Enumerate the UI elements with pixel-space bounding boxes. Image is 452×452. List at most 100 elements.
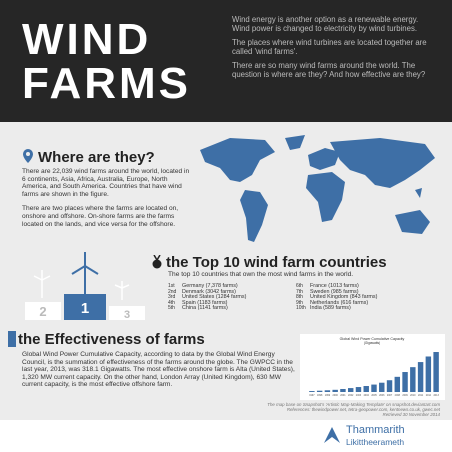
x-tick-label: 2002 <box>348 394 354 397</box>
bar <box>347 388 354 392</box>
x-tick-label: 2001 <box>340 394 346 397</box>
country: United Kingdom (843 farms) <box>310 294 378 301</box>
medal-icon <box>152 255 162 269</box>
x-tick-label: 1999 <box>325 394 331 397</box>
x-tick-label: 2008 <box>395 394 401 397</box>
bar <box>324 390 331 392</box>
country-item: 10th India (589 farms) <box>296 305 351 312</box>
bar <box>371 384 377 392</box>
credit-line: The map base on Snapshot's 'Artistic Map… <box>267 402 440 407</box>
bar <box>316 390 323 392</box>
paragraph: There are two places where the farms are… <box>22 205 179 228</box>
intro-paragraph: Wind energy is another option as a renew… <box>232 15 419 33</box>
x-tick-label: 1998 <box>317 394 323 397</box>
bar <box>394 376 401 392</box>
bar <box>402 372 408 392</box>
rank: 3rd <box>168 294 176 301</box>
header-band <box>0 0 452 122</box>
bar <box>417 362 424 392</box>
rank: 1st <box>168 283 175 289</box>
x-tick-label: 2007 <box>387 394 393 397</box>
podium-label: 1 <box>81 300 89 317</box>
country-item: 2nd Denmark (3042 farms) <box>168 289 236 296</box>
country: Netherlands (616 farms) <box>310 299 369 306</box>
rank: 5th <box>168 305 175 312</box>
rank: 6th <box>296 283 303 289</box>
credit-line: References: thewindpower.net, tetra-geop… <box>286 407 440 413</box>
world-map <box>200 135 435 242</box>
title-line: FARMS <box>22 59 191 108</box>
country-item: 3rd United States (1284 farms) <box>168 294 246 301</box>
logo <box>324 427 340 443</box>
country-list: 1st Germany (7,378 farms) 2nd Denmark (3042… <box>168 283 448 323</box>
bar <box>340 388 346 392</box>
credit-line: Retrieved 30 November 2014 <box>382 412 440 418</box>
country: Sweden (985 farms) <box>310 288 359 295</box>
country: Germany (7,378 farms) <box>182 283 238 289</box>
country-item: 1st Germany (7,378 farms) <box>168 283 238 290</box>
rank: 7th <box>296 288 303 295</box>
country-item: 9th Netherlands (616 farms) <box>296 300 368 307</box>
section-heading: the Effectiveness of farms <box>18 331 205 348</box>
x-tick-label: 2011 <box>418 394 424 397</box>
x-tick-label: 1997 <box>309 394 315 397</box>
x-tick-label: 2004 <box>364 394 370 397</box>
country: Spain (1183 farms) <box>182 299 228 306</box>
x-tick-label: 2000 <box>333 394 339 397</box>
chart-subtitle: (Gigawatts) <box>364 341 380 345</box>
rank: 4th <box>168 299 175 306</box>
section-heading: Where are they? <box>38 149 155 166</box>
intro: Wind energy is another option as a renew… <box>232 15 432 86</box>
x-tick-label: 2012 <box>426 394 432 397</box>
country: Denmark (3042 farms) <box>182 288 236 295</box>
podium: 2 1 3 <box>25 252 145 321</box>
country: China (1141 farms) <box>182 305 228 312</box>
bar <box>379 382 385 392</box>
country-item: 5th China (1141 farms) <box>168 305 228 312</box>
paragraph: There are 22,039 wind farms around the w… <box>22 168 190 198</box>
author: Likittheerameth <box>346 437 405 447</box>
chart-title: Global Wind Power Cumulative Capacity <box>340 337 405 341</box>
country-item: 4th Spain (1183 farms) <box>168 300 227 307</box>
credits: The map base on Snapshot's 'Artistic Map… <box>200 402 440 418</box>
x-tick-label: 2010 <box>410 394 416 397</box>
bar <box>363 386 369 392</box>
x-tick-label: 2003 <box>356 394 362 397</box>
x-tick-label: 2013 <box>433 394 439 397</box>
title-line: WIND <box>22 15 152 64</box>
podium-label: 2 <box>39 304 46 319</box>
rank: 8th <box>296 294 303 301</box>
country: India (589 farms) <box>310 305 351 312</box>
rank: 9th <box>296 299 303 306</box>
podium-label: 3 <box>124 309 130 321</box>
bar <box>355 387 362 392</box>
where-text: There are 22,039 wind farms around the w… <box>22 168 192 235</box>
author: Thammarith <box>346 424 405 436</box>
bar <box>309 391 315 392</box>
bar <box>410 367 416 392</box>
effectiveness-text: Global Wind Power Cumulative Capacity, a… <box>22 351 295 389</box>
section-heading: the Top 10 wind farm countries <box>166 254 387 271</box>
bar <box>425 356 432 392</box>
pin-icon <box>23 149 33 163</box>
country: France (1013 farms) <box>310 283 359 289</box>
country-item: 7th Sweden (985 farms) <box>296 289 359 296</box>
country: United States (1284 farms) <box>182 294 247 301</box>
intro-paragraph: The places where wind turbines are locat… <box>232 38 427 56</box>
x-tick-label: 2005 <box>371 394 377 397</box>
x-tick-label: 2006 <box>379 394 385 397</box>
bar <box>433 352 439 392</box>
country-item: 6th France (1013 farms) <box>296 283 359 290</box>
intro-paragraph: There are so many wind farms around the … <box>232 61 426 79</box>
heading-bar <box>8 331 16 347</box>
capacity-chart: Global Wind Power Cumulative Capacity (G… <box>300 334 445 400</box>
country-item: 8th United Kingdom (843 farms) <box>296 294 377 301</box>
footer <box>0 420 452 452</box>
bar <box>386 380 393 392</box>
rank: 10th <box>296 305 306 312</box>
bar <box>332 389 338 392</box>
x-tick-label: 2009 <box>402 394 408 397</box>
rank: 2nd <box>168 288 177 295</box>
subtitle: The top 10 countries that own the most w… <box>168 271 354 278</box>
